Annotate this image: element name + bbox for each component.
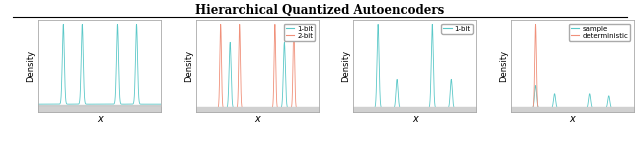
- Y-axis label: Density: Density: [341, 50, 351, 82]
- Y-axis label: Density: Density: [499, 50, 508, 82]
- Legend: sample, deterministic: sample, deterministic: [569, 24, 630, 41]
- X-axis label: x: x: [255, 114, 260, 124]
- Y-axis label: Density: Density: [184, 50, 193, 82]
- Y-axis label: Density: Density: [27, 50, 36, 82]
- Text: Hierarchical Quantized Autoencoders: Hierarchical Quantized Autoencoders: [195, 4, 445, 17]
- X-axis label: x: x: [412, 114, 417, 124]
- Legend: 1-bit: 1-bit: [442, 24, 473, 34]
- Legend: 1-bit, 2-bit: 1-bit, 2-bit: [284, 24, 316, 41]
- Bar: [38, 105, 161, 108]
- X-axis label: x: x: [569, 114, 575, 124]
- X-axis label: x: x: [97, 114, 103, 124]
